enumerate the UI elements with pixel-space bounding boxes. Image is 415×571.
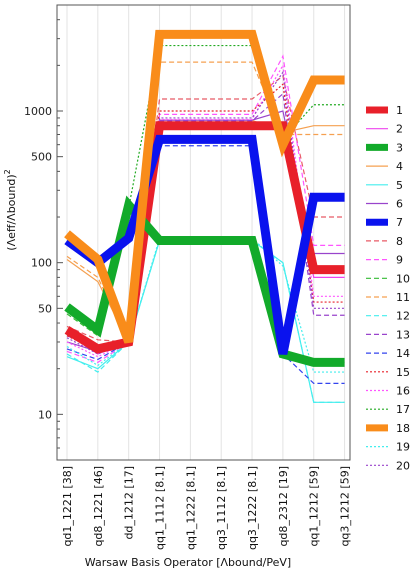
- legend-label-4: 4: [396, 160, 403, 173]
- y-axis-title: (Λeff/Λbound)2: [3, 169, 18, 250]
- x-category-label: dd_1212 [17]: [123, 466, 136, 540]
- y-tick-label: 500: [31, 151, 52, 164]
- series-line-14: [66, 145, 345, 384]
- series-lines: [64, 29, 345, 403]
- legend-label-8: 8: [396, 235, 403, 248]
- legend-label-11: 11: [396, 291, 410, 304]
- series-line-7: [64, 134, 345, 355]
- series-line-9: [66, 54, 345, 364]
- legend-label-17: 17: [396, 403, 410, 416]
- series-line-1: [64, 121, 345, 354]
- y-tick-label: 100: [31, 257, 52, 270]
- legend-label-14: 14: [396, 347, 410, 360]
- x-category-label: qq1_1112 [8.1]: [154, 466, 167, 550]
- x-category-label: qq3_1222 [8.1]: [246, 466, 259, 550]
- y-tick-label: 50: [38, 302, 52, 315]
- legend-label-2: 2: [396, 123, 403, 136]
- y-tick-label: 10: [38, 408, 52, 421]
- x-category-label: qd1_1221 [38]: [61, 466, 74, 547]
- legend-label-1: 1: [396, 104, 403, 117]
- series-line-3: [64, 195, 345, 367]
- series-line-12: [66, 239, 345, 403]
- x-category-label: qd8_1221 [46]: [92, 466, 105, 547]
- legend-label-7: 7: [396, 216, 403, 229]
- y-axis-title-main: (Λeff/Λbound): [5, 174, 18, 250]
- legend-label-18: 18: [396, 422, 410, 435]
- legend-label-9: 9: [396, 254, 403, 267]
- x-category-label: qq1_1222 [8.1]: [184, 466, 197, 550]
- legend-label-16: 16: [396, 385, 410, 398]
- legend-label-3: 3: [396, 141, 403, 154]
- legend-label-12: 12: [396, 310, 410, 323]
- x-category-label: qq3_1112 [8.1]: [215, 466, 228, 550]
- svg-text:(Λeff/Λbound)2: (Λeff/Λbound)2: [3, 169, 18, 250]
- axes: [56, 4, 351, 461]
- x-category-label: qq1_1212 [59]: [308, 466, 321, 547]
- y-axis-ticks: 10 50 100 500 1000: [24, 4, 63, 461]
- x-category-label: qq3_1212 [59]: [339, 466, 352, 547]
- legend-label-6: 6: [396, 198, 403, 211]
- y-axis-title-sup: 2: [3, 169, 12, 174]
- series-line-18: [64, 29, 345, 344]
- legend-label-5: 5: [396, 179, 403, 192]
- x-axis-categories: qd1_1221 [38] qd8_1221 [46] dd_1212 [17] qq…: [61, 466, 352, 550]
- legend-label-19: 19: [396, 441, 410, 454]
- legend-label-15: 15: [396, 366, 410, 379]
- x-category-label: qd8_2312 [19]: [277, 466, 290, 547]
- legend-label-13: 13: [396, 328, 410, 341]
- legend-label-10: 10: [396, 272, 410, 285]
- legend-label-20: 20: [396, 459, 410, 472]
- x-axis-title: Warsaw Basis Operator [Λbound/PeV]: [85, 556, 291, 569]
- y-tick-label: 1000: [24, 105, 52, 118]
- plot-frame: [56, 4, 351, 461]
